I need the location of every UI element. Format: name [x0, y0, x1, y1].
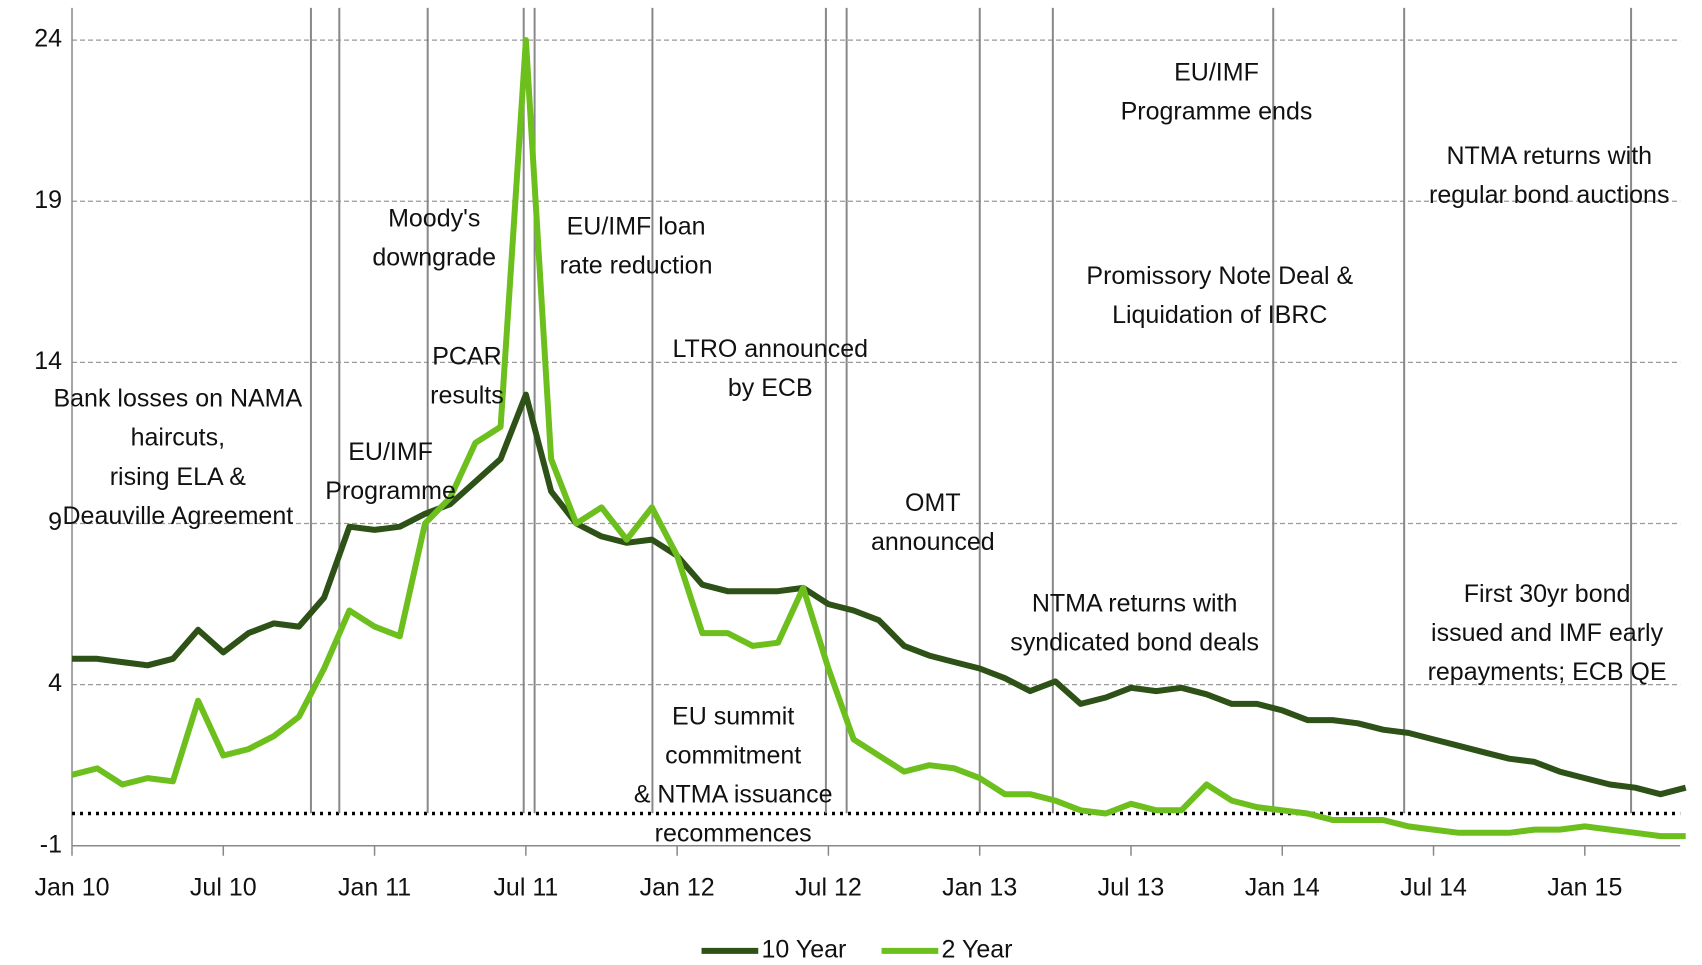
y-tick-label: 24 — [34, 25, 62, 53]
legend-label: 10 Year — [762, 936, 847, 964]
annotation: Moody's — [388, 205, 480, 233]
annotation: EU/IMF — [348, 438, 433, 466]
annotation: results — [430, 381, 504, 409]
annotation: Deauville Agreement — [62, 502, 293, 530]
annotation: recommences — [655, 819, 812, 847]
annotation: EU summit — [672, 702, 794, 730]
grid-layer — [71, 7, 1681, 856]
annotation: Liquidation of IBRC — [1112, 301, 1327, 329]
annotation: LTRO announced — [673, 335, 869, 363]
annotation: & NTMA issuance — [634, 780, 833, 808]
label-layer: -1 4 9 14 19 24 Jan 10 Jul 10 Jan 11 Jul 11 Jan 12… — [34, 25, 1669, 964]
y-tick-label: -1 — [40, 830, 62, 858]
annotation: OMT — [905, 489, 961, 517]
y-tick-label: 19 — [34, 186, 62, 214]
x-tick-label: Jan 10 — [34, 874, 109, 902]
annotation: commitment — [665, 741, 801, 769]
event-lines — [309, 7, 1633, 814]
annotation: rising ELA & — [110, 463, 247, 491]
annotation: EU/IMF loan — [567, 212, 706, 240]
x-tick-label: Jan 12 — [640, 874, 715, 902]
annotation: regular bond auctions — [1429, 181, 1669, 209]
annotation: EU/IMF — [1174, 58, 1259, 86]
x-tick-label: Jan 14 — [1245, 874, 1320, 902]
annotation: syndicated bond deals — [1010, 629, 1259, 657]
x-tick-label: Jan 15 — [1547, 874, 1622, 902]
annotation: rate reduction — [560, 251, 713, 279]
y-tick-label: 14 — [34, 347, 62, 375]
annotation: haircuts, — [131, 424, 225, 452]
series-line — [71, 37, 1686, 840]
annotation: Promissory Note Deal & — [1086, 262, 1353, 290]
annotation: issued and IMF early — [1431, 619, 1664, 647]
x-tick-label: Jul 11 — [493, 874, 558, 902]
annotation: NTMA returns with — [1032, 590, 1238, 618]
x-tick-label: Jan 13 — [942, 874, 1017, 902]
x-tick-label: Jul 13 — [1098, 874, 1165, 902]
series-line — [72, 391, 1687, 798]
y-tick-label: 4 — [48, 669, 62, 697]
x-tick-label: Jan 11 — [338, 874, 411, 902]
x-tick-label: Jul 14 — [1400, 874, 1467, 902]
y-tick-label: 9 — [48, 508, 62, 536]
x-tick-label: Jul 12 — [795, 874, 862, 902]
annotation: Programme ends — [1121, 97, 1313, 125]
annotation: repayments; ECB QE — [1428, 658, 1667, 686]
annotation: downgrade — [372, 244, 496, 272]
annotation: First 30yr bond — [1464, 580, 1631, 608]
annotation: PCAR — [432, 342, 501, 370]
annotation: Bank losses on NAMA — [53, 385, 302, 413]
annotation: by ECB — [728, 374, 813, 402]
annotation: NTMA returns with — [1446, 142, 1652, 170]
x-tick-label: Jul 10 — [190, 874, 257, 902]
legend-label: 2 Year — [942, 936, 1013, 964]
annotation: announced — [871, 528, 995, 556]
annotation: Programme — [325, 477, 456, 505]
line-layer — [71, 37, 1687, 840]
